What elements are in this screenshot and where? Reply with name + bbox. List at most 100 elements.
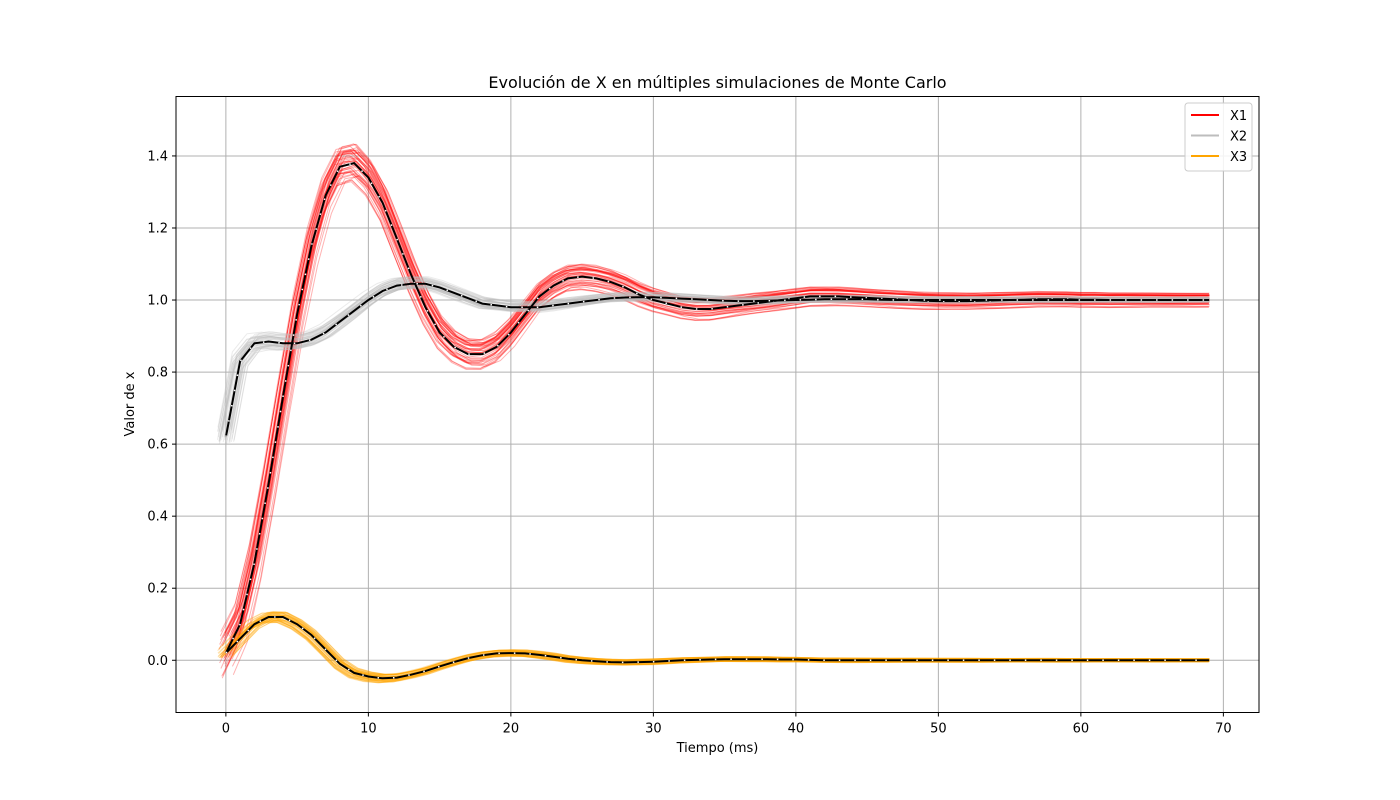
- simulation-run-line: [221, 276, 1209, 429]
- simulation-run-line: [224, 288, 1210, 445]
- simulation-run-line: [228, 157, 1210, 649]
- simulation-run-line: [218, 288, 1209, 445]
- x-tick-label: 30: [645, 722, 662, 737]
- simulation-run-line: [221, 278, 1209, 431]
- simulation-run-line: [227, 276, 1210, 428]
- simulation-run-line: [226, 287, 1210, 445]
- simulation-run-line: [218, 612, 1209, 676]
- simulation-run-line: [223, 171, 1209, 660]
- simulation-run-line: [223, 611, 1209, 676]
- y-tick-label: 0.0: [147, 654, 168, 669]
- simulation-run-line: [226, 173, 1210, 667]
- x-tick-label: 40: [788, 722, 805, 737]
- simulation-run-line: [230, 286, 1210, 442]
- simulation-run-line: [218, 160, 1209, 650]
- simulation-run-line: [223, 167, 1209, 659]
- axis-ticks: 0 10 20 30 40 50 60 70 0.0 0.2 0.4 0.6 0.8 1.0 1.2 1.4: [147, 149, 1231, 736]
- mean-line-x3: [225, 616, 1210, 680]
- simulation-run-line: [220, 619, 1209, 682]
- simulation-run-line: [218, 286, 1209, 442]
- simulation-run-line: [229, 287, 1210, 443]
- simulation-run-line: [218, 621, 1209, 684]
- simulation-run-line: [223, 151, 1209, 639]
- simulation-run-line: [228, 287, 1210, 443]
- simulation-run-line: [217, 621, 1209, 683]
- simulation-run-line: [220, 620, 1209, 683]
- simulation-run-line: [225, 618, 1210, 681]
- simulation-run-line: [227, 278, 1210, 431]
- simulation-run-line: [218, 286, 1209, 443]
- simulation-run-line: [220, 171, 1209, 669]
- simulation-run-line: [230, 612, 1210, 676]
- simulation-run-line: [224, 173, 1210, 667]
- x-tick-label: 50: [930, 722, 947, 737]
- simulation-run-line: [224, 170, 1210, 665]
- y-tick-label: 1.0: [147, 294, 168, 309]
- simulation-run-line: [230, 611, 1210, 675]
- simulation-run-line: [227, 156, 1210, 647]
- x-tick-label: 0: [222, 722, 230, 737]
- chart-title: Evolución de X en múltiples simulaciones…: [488, 73, 946, 92]
- simulation-run-line: [232, 174, 1210, 675]
- simulation-run-line: [222, 278, 1209, 431]
- legend-label-x3: X3: [1230, 150, 1247, 165]
- y-tick-label: 1.2: [147, 221, 168, 236]
- simulation-run-line: [221, 621, 1209, 684]
- simulation-run-line: [230, 611, 1210, 676]
- simulation-run-line: [222, 179, 1209, 676]
- simulation-run-line: [230, 619, 1210, 682]
- simulation-run-line: [221, 181, 1209, 677]
- series-layer: [217, 143, 1210, 684]
- y-tick-label: 0.2: [147, 582, 168, 597]
- simulation-run-line: [219, 622, 1209, 684]
- simulation-run-line: [230, 620, 1210, 683]
- simulation-run-line: [228, 611, 1210, 675]
- simulation-run-line: [219, 286, 1209, 441]
- legend: X1 X2 X3: [1184, 102, 1253, 172]
- x-tick-label: 20: [503, 722, 520, 737]
- plot-frame: [175, 96, 1260, 713]
- simulation-run-line: [228, 147, 1210, 640]
- simulation-run-line: [233, 151, 1210, 640]
- simulation-run-line: [233, 285, 1210, 441]
- simulation-run-line: [217, 276, 1209, 428]
- simulation-run-line: [225, 612, 1210, 676]
- simulation-run-line: [224, 143, 1210, 633]
- simulation-run-line: [219, 155, 1209, 645]
- simulation-run-line: [228, 611, 1210, 675]
- y-axis-label: Valor de x: [123, 371, 138, 436]
- simulation-run-line: [230, 275, 1210, 427]
- simulation-run-line: [230, 276, 1210, 429]
- y-tick-label: 0.6: [147, 438, 168, 453]
- x-tick-label: 10: [360, 722, 377, 737]
- simulation-run-line: [228, 160, 1210, 644]
- legend-label-x1: X1: [1230, 109, 1247, 124]
- simulation-run-line: [224, 149, 1210, 634]
- simulation-run-line: [233, 286, 1210, 442]
- simulation-run-line: [226, 285, 1210, 440]
- simulation-run-line: [222, 286, 1209, 443]
- simulation-run-line: [229, 612, 1210, 676]
- simulation-run-line: [224, 611, 1209, 676]
- y-tick-label: 1.4: [147, 149, 168, 164]
- simulation-run-line: [221, 179, 1209, 679]
- legend-label-x2: X2: [1230, 130, 1247, 145]
- x-tick-label: 60: [1073, 722, 1090, 737]
- simulation-run-line: [231, 157, 1210, 651]
- simulation-run-line: [227, 620, 1210, 682]
- simulation-run-line: [220, 145, 1209, 632]
- simulation-run-line: [230, 277, 1210, 431]
- x-axis-label: Tiempo (ms): [676, 741, 759, 756]
- simulation-run-line: [228, 143, 1210, 629]
- simulation-run-line: [221, 620, 1209, 683]
- y-tick-label: 0.4: [147, 510, 168, 525]
- simulation-run-line: [219, 171, 1209, 664]
- mean-line-x2: [224, 282, 1210, 438]
- simulation-run-line: [225, 277, 1210, 430]
- simulation-run-line: [219, 619, 1209, 682]
- x-tick-label: 70: [1215, 722, 1232, 737]
- legend-frame: [1184, 102, 1253, 172]
- y-tick-label: 0.8: [147, 366, 168, 381]
- simulation-run-line: [223, 169, 1209, 662]
